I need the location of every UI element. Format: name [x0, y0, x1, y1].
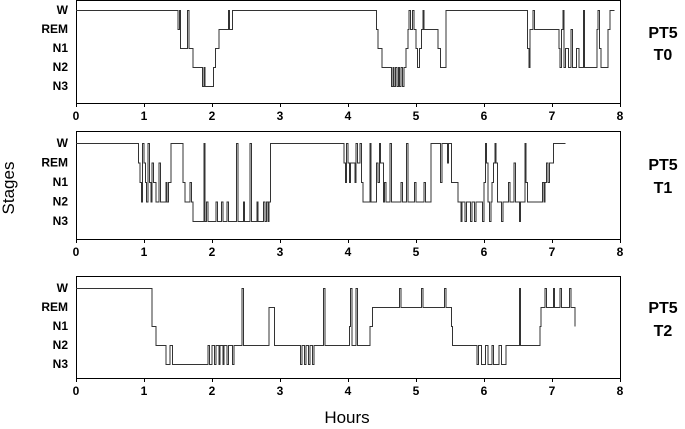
y-tick-label: REM	[41, 156, 68, 170]
hypnogram-series-1	[76, 288, 576, 365]
panel-title-subject: PT5	[648, 157, 677, 174]
y-tick-label: N1	[53, 175, 69, 189]
y-tick-label: W	[57, 3, 69, 17]
y-tick-label: N1	[53, 41, 69, 55]
panel-title-subject: PT5	[648, 25, 677, 42]
y-tick-label: REM	[41, 300, 68, 314]
hypnogram-series-1	[76, 143, 566, 222]
y-axis-title: Stages	[0, 162, 18, 215]
panel-3: W REM N1 N2 N3 0 1 2 3 4 5 6 7 8 PT5 T2	[41, 276, 678, 398]
y-tick-label: N3	[53, 357, 69, 371]
x-axis-title: Hours	[324, 408, 369, 427]
x-tick-label: 3	[277, 245, 284, 259]
x-tick-label: 5	[413, 384, 420, 398]
x-tick-label: 6	[481, 109, 488, 123]
x-tick-label: 1	[141, 245, 148, 259]
x-tick-label: 6	[481, 245, 488, 259]
hypnogram-series-1	[76, 10, 615, 87]
x-tick-label: 6	[481, 384, 488, 398]
y-tick-label: N2	[53, 338, 69, 352]
x-tick-label: 8	[617, 245, 624, 259]
x-tick-label: 0	[73, 384, 80, 398]
x-tick-label: 8	[617, 109, 624, 123]
panel-title-timepoint: T2	[654, 323, 673, 340]
x-tick-label: 2	[209, 384, 216, 398]
x-tick-label: 0	[73, 109, 80, 123]
y-tick-label: N2	[53, 195, 69, 209]
y-tick-label: REM	[41, 22, 68, 36]
y-tick-label: W	[57, 136, 69, 150]
x-tick-label: 1	[141, 109, 148, 123]
x-tick-label: 7	[549, 245, 556, 259]
x-tick-label: 0	[73, 245, 80, 259]
x-tick-label: 5	[413, 109, 420, 123]
y-tick-label: N2	[53, 60, 69, 74]
x-tick-label: 3	[277, 384, 284, 398]
x-tick-label: 4	[345, 245, 352, 259]
x-tick-label: 4	[345, 109, 352, 123]
y-tick-label: W	[57, 281, 69, 295]
panel-title-subject: PT5	[648, 300, 677, 317]
x-tick-label: 2	[209, 245, 216, 259]
x-tick-label: 5	[413, 245, 420, 259]
x-tick-label: 1	[141, 384, 148, 398]
panel-2: W REM N1 N2 N3 0 1 2 3 4 5 6 7 8 PT5 T1	[41, 131, 678, 259]
panel-1: W REM N1 N2 N3 0 1 2 3 4 5 6 7 8 PT5 T0	[41, 0, 678, 123]
panel-frame	[76, 0, 621, 104]
y-tick-label: N1	[53, 319, 69, 333]
y-tick-label: N3	[53, 79, 69, 93]
x-tick-label: 3	[277, 109, 284, 123]
panel-title-timepoint: T0	[654, 47, 673, 64]
panel-frame	[76, 276, 621, 379]
x-tick-label: 7	[549, 384, 556, 398]
x-tick-label: 7	[549, 109, 556, 123]
panel-title-timepoint: T1	[654, 180, 673, 197]
x-tick-label: 4	[345, 384, 352, 398]
x-tick-label: 2	[209, 109, 216, 123]
y-tick-label: N3	[53, 214, 69, 228]
x-tick-label: 8	[617, 384, 624, 398]
